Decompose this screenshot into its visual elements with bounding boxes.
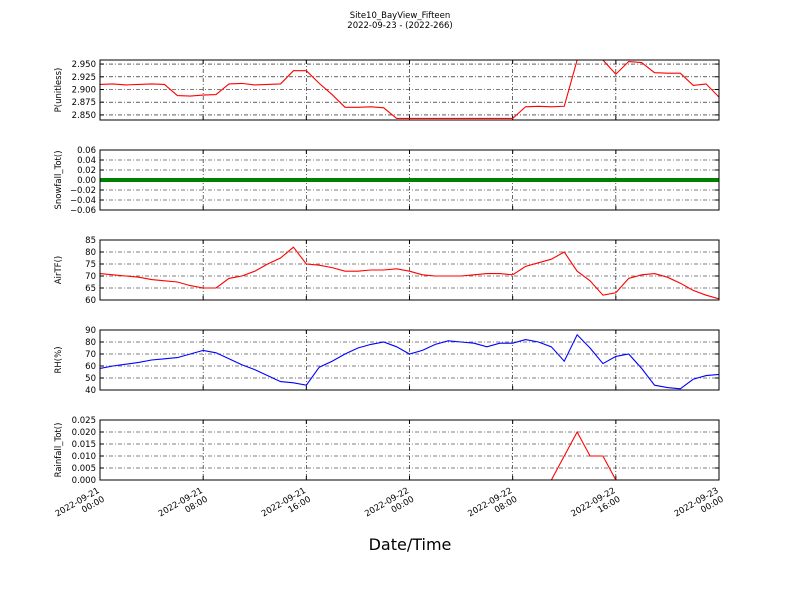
y-tick-label: 2.900 — [72, 85, 96, 95]
y-tick-label: −0.04 — [70, 196, 96, 206]
y-axis-label: RH(%) — [54, 346, 64, 373]
data-line — [100, 246, 719, 300]
axes-frame — [99, 149, 720, 211]
y-tick-label: 0.025 — [72, 416, 96, 426]
y-tick-label: 0.00 — [77, 176, 96, 186]
y-tick-label: 80 — [85, 338, 96, 348]
y-tick-label: 0.020 — [72, 428, 96, 438]
plot-area — [100, 246, 719, 300]
y-tick-label: 40 — [85, 386, 96, 396]
y-tick-label: 0.015 — [72, 440, 96, 450]
axes-frame — [99, 239, 720, 301]
axes-frame — [99, 419, 720, 481]
plot-area — [100, 60, 719, 120]
y-tick-label: 0.010 — [72, 452, 96, 462]
data-line — [100, 333, 719, 390]
y-tick-label: 2.950 — [72, 60, 96, 70]
y-tick-label: 0.02 — [77, 166, 96, 176]
y-tick-label: 85 — [85, 236, 96, 246]
y-tick-label: 2.850 — [72, 111, 96, 121]
x-axis-label: Date/Time — [369, 535, 452, 554]
y-axis-label: Snowfall_Tot() — [54, 150, 64, 209]
axes-frame — [99, 59, 720, 121]
plot-area — [100, 333, 719, 390]
y-tick-label: 80 — [85, 248, 96, 258]
axes-frame — [99, 329, 720, 391]
y-tick-label: 60 — [85, 296, 96, 306]
y-tick-label: 50 — [85, 374, 96, 384]
y-tick-label: −0.02 — [70, 186, 96, 196]
y-tick-label: 90 — [85, 326, 96, 336]
y-tick-label: 60 — [85, 362, 96, 372]
y-tick-label: 0.04 — [77, 156, 96, 166]
y-tick-label: 0.06 — [77, 146, 96, 156]
y-tick-label: 0.005 — [72, 464, 96, 474]
chart-subtitle: 2022-09-23 - (2022-266) — [347, 21, 452, 31]
y-tick-label: 0.000 — [72, 476, 96, 486]
y-tick-label: 70 — [85, 350, 96, 360]
chart-title: Site10_BayView_Fifteen — [350, 11, 451, 21]
y-tick-label: 70 — [85, 272, 96, 282]
data-line — [100, 60, 719, 120]
y-axis-label: P(unitless) — [54, 68, 64, 113]
y-tick-label: 2.925 — [72, 73, 96, 83]
y-tick-label: 65 — [85, 284, 96, 294]
y-tick-label: 2.875 — [72, 98, 96, 108]
y-tick-label: −0.06 — [70, 206, 96, 216]
y-tick-label: 75 — [85, 260, 96, 270]
y-axis-label: AirTF() — [54, 256, 64, 284]
y-axis-label: Rainfall_Tot() — [54, 423, 64, 478]
